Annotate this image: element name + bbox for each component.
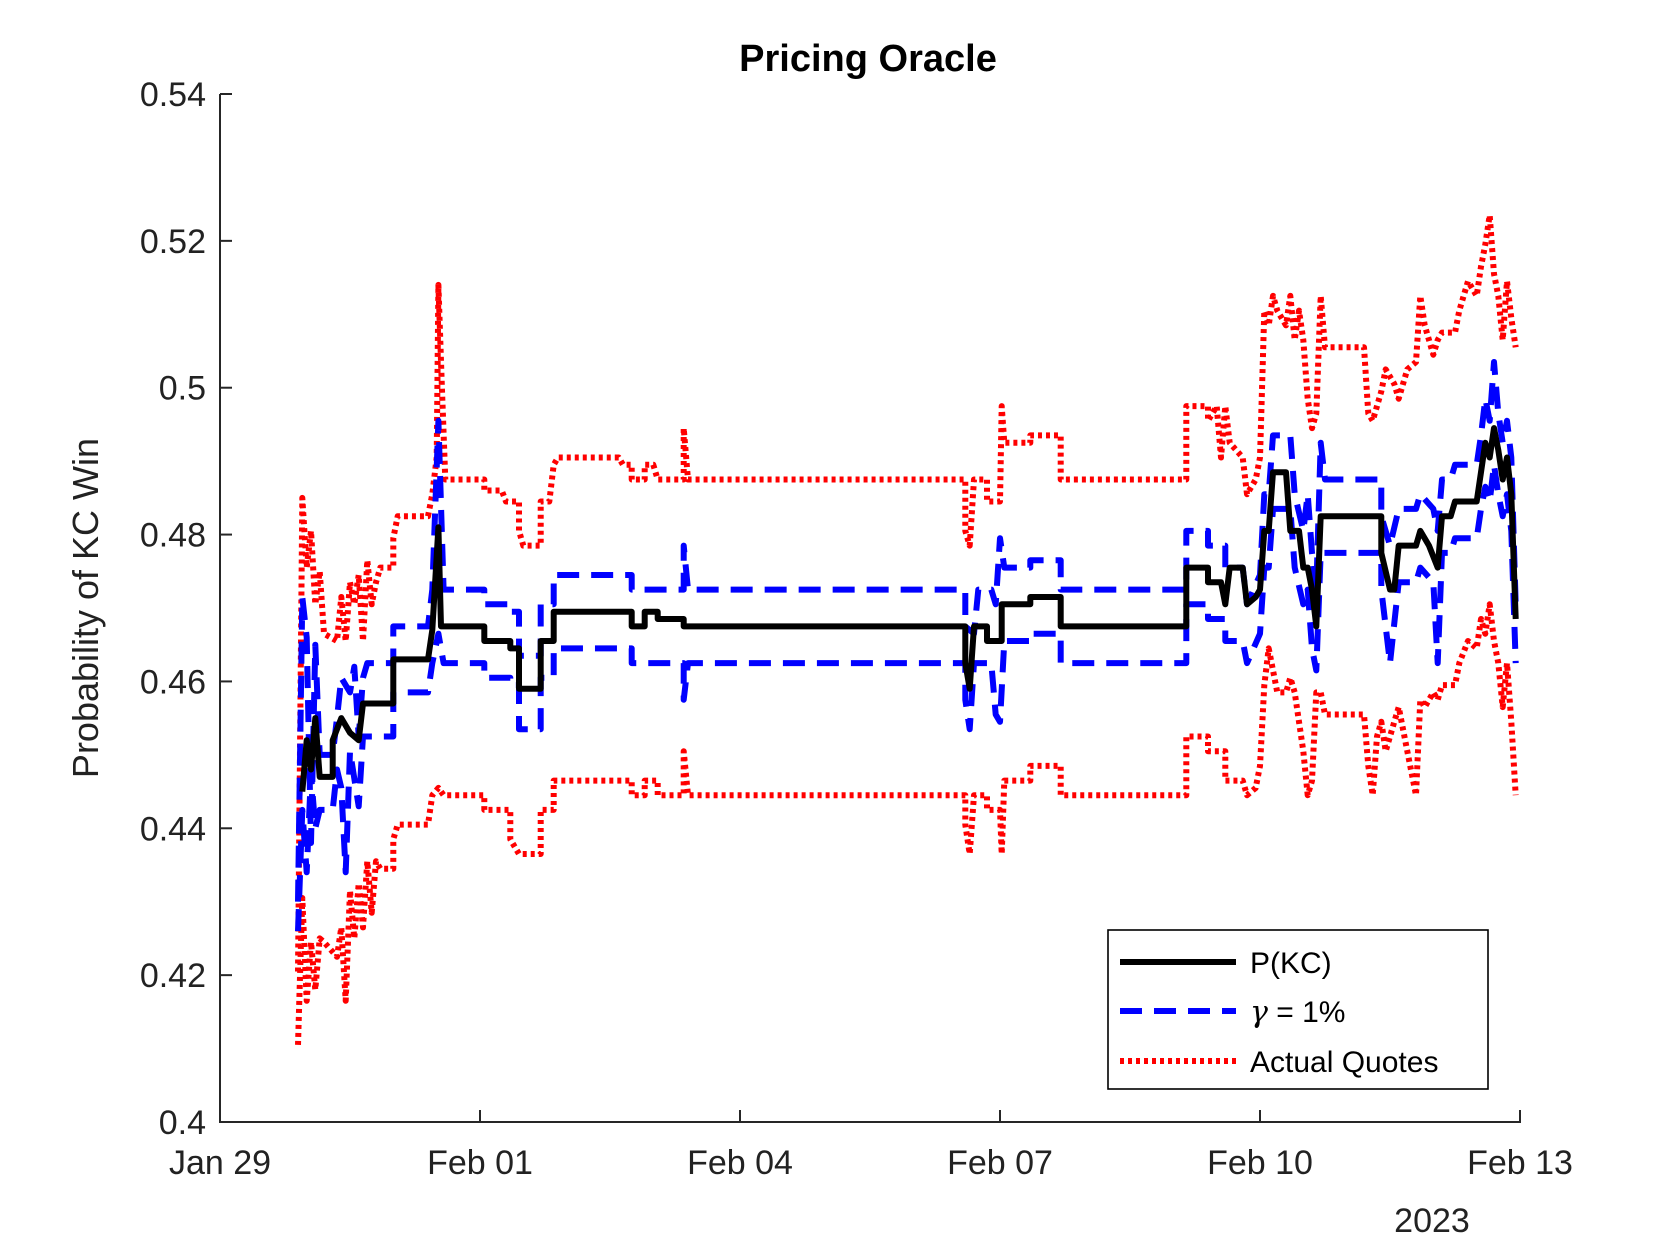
series-actual-quotes [295, 212, 1519, 1045]
y-tick-label: 0.52 [140, 223, 206, 261]
x-tick-label: Feb 10 [1207, 1144, 1313, 1182]
series-line-1-lower [295, 461, 1519, 932]
y-tick-label: 0.54 [140, 76, 206, 114]
legend-label-p-kc: P(KC) [1250, 947, 1332, 980]
x-axis-ticks: Jan 29 Feb 01 Feb 04 Feb 07 Feb 10 Feb 13 [169, 1110, 1573, 1182]
x-tick-label: Feb 01 [427, 1144, 533, 1182]
y-tick-label: 0.46 [140, 663, 206, 701]
series-p-kc [299, 425, 1519, 792]
plot-area [295, 212, 1519, 1045]
y-tick-label: 0.5 [159, 370, 206, 408]
x-tick-label: Feb 07 [947, 1144, 1053, 1182]
legend-label-gamma: γ = 1% [1250, 995, 1346, 1030]
legend: P(KC) γ = 1% Actual Quotes [1107, 929, 1489, 1090]
y-tick-label: 0.44 [140, 810, 206, 848]
legend-gamma-symbol: γ [1250, 995, 1268, 1030]
x-tick-label: Jan 29 [169, 1144, 271, 1182]
legend-label-actual-quotes: Actual Quotes [1250, 1046, 1438, 1079]
series-line-actual-quotes-lower [295, 601, 1519, 1045]
series-line-p-kc [299, 425, 1519, 792]
y-axis-ticks: 0.4 0.42 0.44 0.46 0.48 0.5 0.52 0.54 [140, 76, 232, 1142]
chart-title: Pricing Oracle [739, 38, 997, 80]
series-line-1-upper [295, 359, 1519, 902]
series-line-actual-quotes-upper [295, 212, 1519, 972]
year-label: 2023 [1394, 1202, 1470, 1240]
series-gamma-band [295, 359, 1519, 932]
legend-gamma-value: = 1% [1268, 996, 1346, 1029]
x-tick-label: Feb 13 [1467, 1144, 1573, 1182]
y-tick-label: 0.42 [140, 957, 206, 995]
x-tick-label: Feb 04 [687, 1144, 793, 1182]
y-tick-label: 0.48 [140, 517, 206, 555]
y-axis-label: Probability of KC Win [65, 438, 106, 778]
y-tick-label: 0.4 [159, 1104, 206, 1142]
